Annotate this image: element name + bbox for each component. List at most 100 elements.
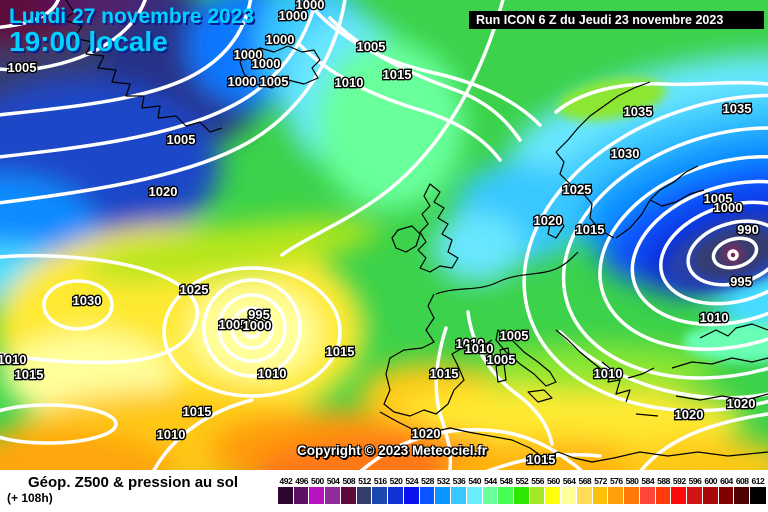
scale-cell: 576 (608, 476, 624, 506)
coastline (499, 347, 511, 363)
scale-swatch (278, 487, 293, 504)
scale-cell: 564 (561, 476, 577, 506)
color-scale: 492 496 500 504 508 512 516 520 524 528 532 536 540 5… (278, 476, 766, 506)
scale-swatch (451, 487, 466, 504)
scale-value: 600 (704, 476, 718, 486)
pressure-label: 1005 (500, 328, 529, 343)
isobar-line (42, 279, 114, 331)
scale-swatch (403, 487, 419, 504)
scale-cell: 540 (466, 476, 483, 506)
isobar-line (0, 0, 253, 117)
scale-swatch (671, 487, 687, 504)
run-banner: Run ICON 6 Z du Jeudi 23 novembre 2023 (469, 11, 764, 29)
coastline (239, 45, 321, 89)
scale-cell: 568 (576, 476, 593, 506)
scale-cell: 508 (340, 476, 357, 506)
pressure-label: 1035 (624, 104, 653, 119)
pressure-label: 1020 (675, 407, 704, 422)
scale-swatch (561, 487, 576, 504)
pressure-label: 1030 (611, 146, 640, 161)
scale-value: 580 (625, 476, 639, 486)
scale-swatch (325, 487, 340, 504)
pressure-label: 1015 (183, 404, 212, 419)
scale-cell: 524 (403, 476, 420, 506)
scale-cell: 548 (498, 476, 514, 506)
coastline (555, 151, 615, 239)
isobar-line (639, 412, 768, 470)
isobar-line (328, 16, 522, 142)
isobar-line (727, 249, 739, 261)
fill-region (315, 40, 465, 210)
scale-cell: 552 (514, 476, 530, 506)
isobar-line (217, 293, 287, 363)
scale-swatch (419, 487, 435, 504)
scale-swatch (608, 487, 624, 504)
pressure-label: 1005 (357, 39, 386, 54)
scale-swatch (545, 487, 561, 504)
scale-value: 592 (672, 476, 686, 486)
scale-cell: 608 (734, 476, 750, 506)
scale-cell: 516 (372, 476, 388, 506)
scale-value: 560 (547, 476, 560, 486)
isobar-line (0, 253, 199, 365)
coastline (649, 189, 705, 207)
pressure-label: 1035 (723, 101, 752, 116)
scale-cell: 536 (451, 476, 467, 506)
pressure-label: 1020 (534, 213, 563, 228)
pressure-label: 1025 (563, 182, 592, 197)
scale-swatch (702, 487, 718, 504)
coastline (635, 413, 659, 417)
scale-swatch (639, 487, 655, 504)
pressure-label: 1015 (527, 452, 556, 467)
pressure-label: 1000 (279, 8, 308, 23)
scale-value: 608 (735, 476, 749, 486)
pressure-label: 1025 (180, 282, 209, 297)
isobar-line (558, 330, 768, 400)
coastline (601, 361, 631, 403)
pressure-label: 1030 (73, 293, 102, 308)
coastline (627, 367, 655, 379)
isobar-line (466, 310, 554, 446)
isobar-line (230, 306, 274, 350)
isobar-line (0, 0, 147, 72)
forecast-hour: (+ 108h) (7, 491, 53, 505)
map-title: Géop. Z500 & pression au sol (28, 474, 239, 491)
scale-swatch (482, 487, 498, 504)
pressure-label: 1020 (727, 396, 756, 411)
pressure-label: 1015 (383, 67, 412, 82)
coastline (379, 411, 768, 463)
scale-value: 532 (436, 476, 450, 486)
pressure-label: 1005 (8, 60, 37, 75)
fill-region (615, 438, 768, 470)
isobar-line (303, 0, 542, 127)
isobar-line (598, 154, 768, 352)
pressure-label: 1005 (219, 317, 248, 332)
pressure-label: 1010 (594, 366, 623, 381)
valid-date: Lundi 27 novembre 2023 (9, 5, 255, 28)
scale-swatch (514, 487, 529, 504)
scale-cell: 496 (293, 476, 310, 506)
pressure-label: 1000 (714, 200, 743, 215)
scale-cell: 520 (388, 476, 404, 506)
pressure-label: 1005 (487, 352, 516, 367)
coastline (527, 389, 553, 403)
pressure-label: 1000 (234, 47, 263, 62)
scale-swatch (356, 487, 372, 504)
coastline (383, 293, 493, 417)
scale-value: 540 (468, 476, 482, 486)
coastline (547, 215, 565, 239)
scale-swatch (750, 487, 766, 504)
scale-swatch (388, 487, 403, 504)
pressure-label: 1020 (412, 426, 441, 441)
scale-value: 528 (421, 476, 434, 486)
pressure-label: 1010 (465, 341, 494, 356)
scale-value: 568 (578, 476, 592, 486)
scale-cell: 544 (482, 476, 499, 506)
copyright-watermark: Copyright © 2023 Meteociel.fr (297, 443, 487, 458)
pressure-label: 1020 (149, 184, 178, 199)
pressure-label: 1000 (266, 32, 295, 47)
scale-value: 572 (594, 476, 607, 486)
scale-value: 512 (358, 476, 371, 486)
scale-swatch (655, 487, 671, 504)
